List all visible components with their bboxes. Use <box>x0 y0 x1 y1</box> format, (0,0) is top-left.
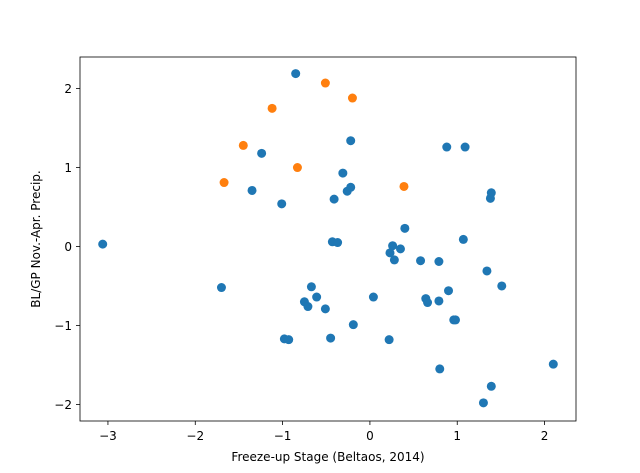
data-point-series-1-28 <box>395 244 405 254</box>
data-point-series-1-33 <box>434 257 444 266</box>
data-point-series-1-47 <box>497 281 507 291</box>
data-point-series-2-6 <box>347 93 357 103</box>
data-point-series-1-27 <box>389 255 399 265</box>
x-axis-ticks: −3 −2 −1 0 1 2 <box>99 421 548 443</box>
data-point-series-1-21 <box>346 136 356 146</box>
data-point-series-1-10 <box>303 302 313 312</box>
data-point-series-1-45 <box>486 188 496 198</box>
data-point-series-1-43 <box>482 266 492 276</box>
x-tick-label: −3 <box>99 429 117 443</box>
data-point-series-1-5 <box>277 199 287 209</box>
data-point-series-1-1 <box>98 239 108 249</box>
y-axis-label: BL/GP Nov.-Apr. Precip. <box>29 170 43 307</box>
data-point-series-1-37 <box>444 286 454 296</box>
data-point-series-1-40 <box>458 234 468 244</box>
y-tick-label: 2 <box>64 82 72 96</box>
data-point-series-1-8 <box>291 69 301 79</box>
y-axis-ticks: −2 −1 0 1 2 <box>54 82 80 412</box>
data-point-series-2-3 <box>267 103 277 113</box>
data-point-series-1-4 <box>257 148 267 158</box>
data-point-series-1-24 <box>384 335 394 345</box>
data-point-series-1-25 <box>385 248 395 258</box>
data-point-series-1-23 <box>368 292 378 302</box>
data-points-layer <box>98 69 558 408</box>
data-point-series-2-2 <box>238 140 248 150</box>
data-point-series-1-22 <box>348 320 358 330</box>
data-point-series-2-5 <box>320 78 330 88</box>
data-point-series-2-7 <box>399 181 409 191</box>
data-point-series-1-26 <box>388 241 398 251</box>
y-tick-label: −2 <box>54 398 72 412</box>
data-point-series-1-32 <box>423 298 433 308</box>
x-tick-label: 1 <box>453 429 461 443</box>
x-tick-label: 0 <box>366 429 374 443</box>
data-point-series-2-1 <box>219 178 229 188</box>
x-tick-label: 2 <box>541 429 549 443</box>
data-point-series-1-29 <box>400 223 410 233</box>
data-point-series-1-34 <box>434 296 444 306</box>
data-point-series-1-30 <box>416 256 426 266</box>
data-point-series-1-41 <box>460 142 470 152</box>
x-axis-label: Freeze-up Stage (Beltaos, 2014) <box>231 450 424 464</box>
data-point-series-1-17 <box>333 238 343 248</box>
data-point-series-1-12 <box>312 292 322 302</box>
data-point-series-1-46 <box>486 381 496 391</box>
data-point-series-1-42 <box>478 398 488 408</box>
data-point-series-1-36 <box>442 142 452 152</box>
y-tick-label: 1 <box>64 161 72 175</box>
data-point-series-1-3 <box>247 185 257 195</box>
data-point-series-1-16 <box>329 194 339 204</box>
data-point-series-1-18 <box>338 168 348 178</box>
data-point-series-1-11 <box>306 282 316 292</box>
data-point-series-1-35 <box>435 364 445 374</box>
data-point-series-1-7 <box>284 335 294 345</box>
data-point-series-1-14 <box>326 333 336 343</box>
data-point-series-1-48 <box>548 359 558 369</box>
data-point-series-1-20 <box>346 182 356 192</box>
data-point-series-1-39 <box>450 315 460 325</box>
y-tick-label: 0 <box>64 240 72 254</box>
data-point-series-1-13 <box>320 304 330 314</box>
data-point-series-1-2 <box>216 283 226 293</box>
x-tick-label: −1 <box>274 429 292 443</box>
data-point-series-2-4 <box>292 163 302 173</box>
plot-frame <box>79 56 577 422</box>
y-tick-label: −1 <box>54 319 72 333</box>
x-tick-label: −2 <box>186 429 204 443</box>
